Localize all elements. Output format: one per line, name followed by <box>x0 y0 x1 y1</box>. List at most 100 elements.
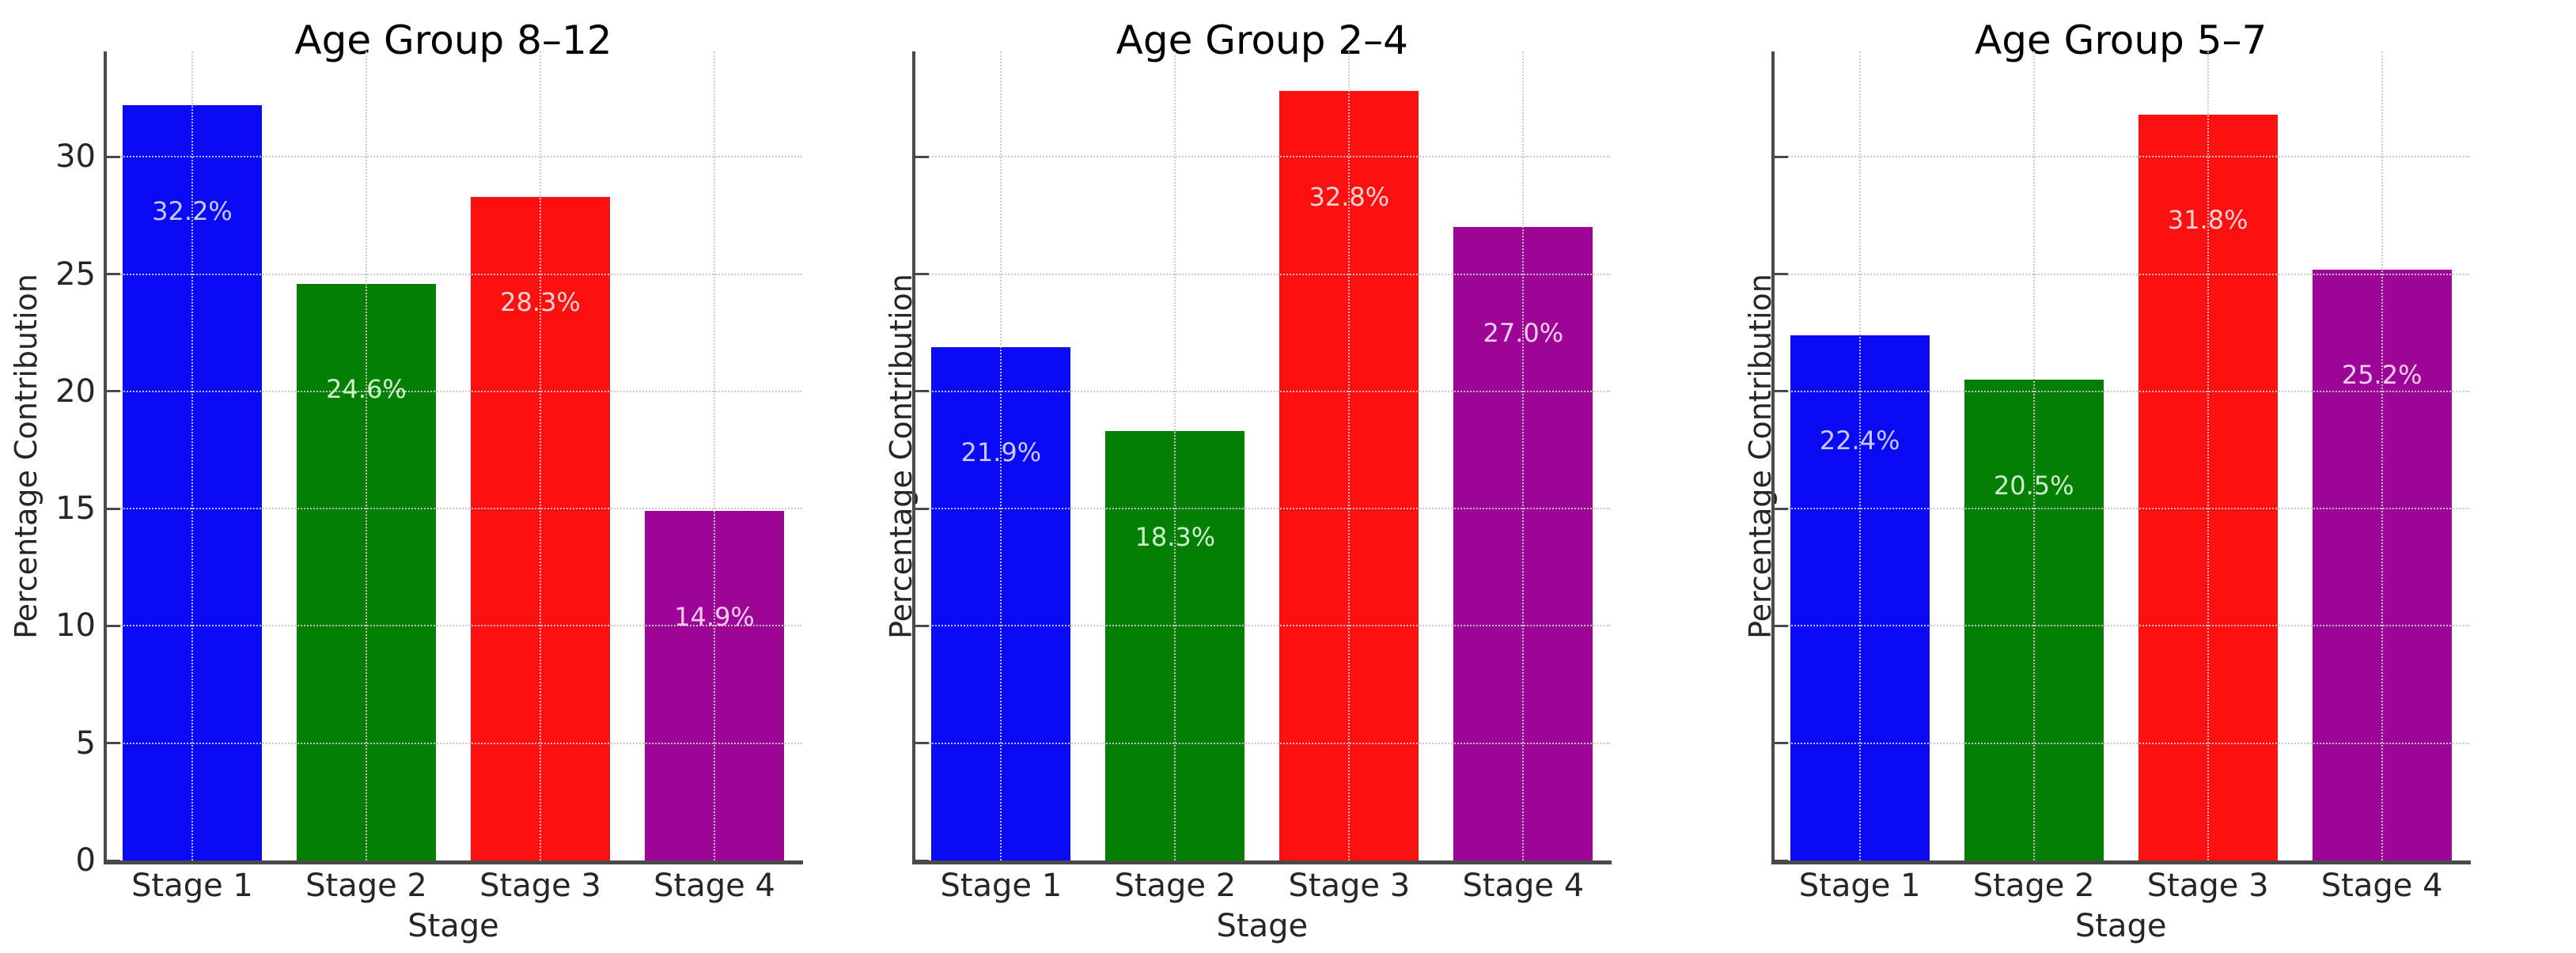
y-gridline <box>914 390 1611 392</box>
y-tick-mark <box>107 273 120 276</box>
x-tick-label: Stage 2 <box>1114 868 1237 904</box>
plot-area: 32.2% 24.6% 28.3% 14.9% <box>104 51 803 864</box>
subplot-title: Age Group 8–12 <box>294 17 612 63</box>
subplot-age-2-4: Age Group 2–4 Percentage Contribution 21… <box>858 0 1717 953</box>
bar-value-label: 25.2% <box>2341 360 2423 391</box>
x-tick-label: Stage 2 <box>305 868 427 904</box>
subplot-age-8-12: Age Group 8–12 Percentage Contribution 3… <box>0 0 858 953</box>
y-gridline <box>105 390 801 392</box>
x-gridline <box>714 51 715 860</box>
y-tick-mark <box>1774 273 1788 276</box>
x-tick-label: Stage 1 <box>131 868 253 904</box>
x-gridline <box>191 51 193 860</box>
y-tick-mark <box>915 273 930 276</box>
bar-value-label: 20.5% <box>1993 470 2074 501</box>
x-gridline <box>1000 51 1002 860</box>
bar-value-label: 28.3% <box>500 287 581 318</box>
x-tick-label: Stage 3 <box>2146 868 2269 904</box>
y-tick-label: 20 <box>55 373 96 410</box>
y-tick-mark <box>1774 624 1788 627</box>
x-tick-label: Stage 4 <box>1462 868 1585 904</box>
y-tick-mark <box>107 624 120 627</box>
y-tick-mark <box>915 155 930 158</box>
subplot-age-5-7: Age Group 5–7 Percentage Contribution 22… <box>1718 0 2576 953</box>
plot-area: 21.9% 18.3% 32.8% 27.0% <box>912 51 1612 864</box>
x-axis-spine <box>912 860 1612 864</box>
y-gridline <box>914 508 1611 510</box>
y-tick-label: 5 <box>75 724 96 762</box>
y-tick-mark <box>107 390 120 393</box>
y-gridline <box>1772 390 2469 392</box>
plot-area: 22.4% 20.5% 31.8% 25.2% <box>1771 51 2471 864</box>
y-gridline <box>105 156 801 158</box>
y-tick-mark <box>107 507 120 510</box>
y-tick-mark <box>107 742 120 745</box>
x-tick-label: Stage 3 <box>479 868 601 904</box>
y-gridline <box>1772 742 2469 744</box>
y-gridline <box>105 742 801 744</box>
x-axis-spine <box>1771 860 2471 864</box>
x-tick-label: Stage 1 <box>940 868 1063 904</box>
y-tick-mark <box>1774 155 1788 158</box>
bar-value-label: 14.9% <box>674 601 755 632</box>
y-tick-mark <box>915 507 930 510</box>
y-gridline <box>914 273 1611 275</box>
bar-value-label: 22.4% <box>1819 425 1900 456</box>
y-tick-mark <box>1774 390 1788 393</box>
y-tick-mark <box>915 859 930 862</box>
bar-value-label: 27.0% <box>1483 317 1564 348</box>
x-tick-label: Stage 4 <box>653 868 775 904</box>
x-gridline <box>2381 51 2383 860</box>
subplot-title: Age Group 2–4 <box>1116 17 1408 63</box>
x-tick-label: Stage 3 <box>1288 868 1411 904</box>
y-tick-mark <box>915 624 930 627</box>
y-tick-mark <box>1774 859 1788 862</box>
y-gridline <box>1772 273 2469 275</box>
y-tick-mark <box>1774 507 1788 510</box>
y-gridline <box>105 625 801 627</box>
x-gridline <box>2207 51 2209 860</box>
y-gridline <box>914 742 1611 744</box>
x-axis-label: Stage <box>1216 908 1309 944</box>
x-gridline <box>1174 51 1176 860</box>
y-tick-label: 25 <box>55 255 96 293</box>
y-tick-mark <box>915 390 930 393</box>
y-axis-label: Percentage Contribution <box>9 273 44 639</box>
subplot-title: Age Group 5–7 <box>1974 17 2267 63</box>
x-tick-label: Stage 4 <box>2320 868 2443 904</box>
x-axis-spine <box>104 860 803 864</box>
x-axis-label: Stage <box>407 908 499 944</box>
y-tick-label: 0 <box>75 842 96 879</box>
y-gridline <box>1772 156 2469 158</box>
y-tick-label: 10 <box>55 607 96 645</box>
y-tick-mark <box>1774 742 1788 745</box>
y-gridline <box>914 156 1611 158</box>
x-gridline <box>2032 51 2035 860</box>
y-axis-spine <box>104 51 107 863</box>
y-tick-mark <box>107 859 120 862</box>
bar-value-label: 24.6% <box>326 373 407 404</box>
x-tick-label: Stage 2 <box>1972 868 2095 904</box>
bar-value-label: 31.8% <box>2167 205 2248 236</box>
x-axis-label: Stage <box>2074 908 2167 944</box>
y-gridline <box>914 625 1611 627</box>
x-gridline <box>1348 51 1351 860</box>
y-gridline <box>1772 508 2469 510</box>
y-axis-spine <box>912 51 916 863</box>
bar-value-label: 21.9% <box>960 437 1042 468</box>
y-tick-label: 15 <box>55 490 96 528</box>
y-tick-mark <box>107 155 120 158</box>
x-gridline <box>1858 51 1861 860</box>
x-tick-label: Stage 1 <box>1798 868 1921 904</box>
x-gridline <box>1522 51 1525 860</box>
y-gridline <box>105 273 801 275</box>
y-gridline <box>105 508 801 510</box>
x-gridline <box>540 51 541 860</box>
y-tick-mark <box>915 742 930 745</box>
bar-value-label: 18.3% <box>1135 521 1216 552</box>
x-gridline <box>366 51 367 860</box>
y-gridline <box>1772 625 2469 627</box>
bar-value-label: 32.8% <box>1309 181 1390 212</box>
bar-value-label: 32.2% <box>152 195 233 226</box>
